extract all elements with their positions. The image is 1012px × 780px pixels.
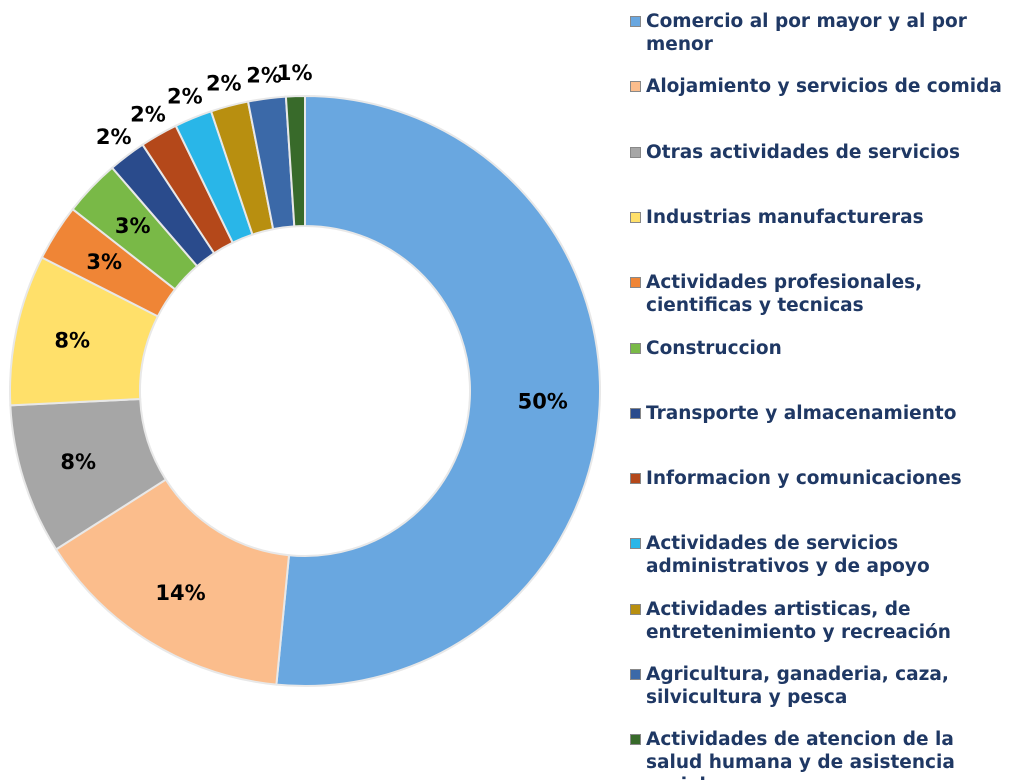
donut-area: 50%14%8%8%3%3%2%2%2%2% 2%1% [9,61,601,687]
legend-item: Agricultura, ganaderia, caza, silvicultu… [630,663,1005,709]
data-label: 1% [277,61,313,85]
legend-swatch [630,342,641,354]
data-label: 3% [86,250,122,274]
data-label: 2% [167,85,203,109]
legend-label: Industrias manufactureras [646,206,924,228]
legend-item: Otras actividades de servicios [630,141,1005,164]
legend-item: Actividades artisticas, de entretenimien… [630,598,1005,644]
legend-label: Actividades artisticas, de entretenimien… [646,598,951,643]
donut-slice [275,94,601,687]
data-label: 2% [206,72,242,96]
legend-swatch [630,603,641,615]
data-label: 3% [115,214,151,238]
donut-slice [284,94,306,228]
legend-swatch [630,407,641,419]
legend-label: Actividades de atencion de la salud huma… [646,729,955,780]
legend-item: Informacion y comunicaciones [630,467,1005,490]
legend-item: Actividades de servicios administrativos… [630,532,1005,578]
legend-label: Transporte y almacenamiento [646,402,957,424]
legend-swatch [630,81,641,93]
legend-item: Actividades de atencion de la salud huma… [630,728,1005,780]
legend-label: Otras actividades de servicios [646,141,960,163]
legend-item: Transporte y almacenamiento [630,402,1005,425]
legend-label: Alojamiento y servicios de comida [646,76,1002,98]
data-label: 8% [60,450,96,474]
legend-swatch [630,669,641,680]
legend-label: Agricultura, ganaderia, caza, silvicultu… [646,664,949,708]
data-label: 8% [54,328,90,352]
data-label: 2% [246,64,282,88]
legend-swatch [630,211,641,223]
legend-label: Construccion [646,337,782,359]
legend-label: Actividades profesionales, cientificas y… [646,272,923,317]
legend-item: Industrias manufactureras [630,206,1005,229]
data-label: 2% [96,125,132,149]
legend-label: Comercio al por mayor y al por menor [646,11,967,55]
legend-swatch [630,538,641,550]
legend-swatch [630,473,641,485]
legend-item: Construccion [630,337,1005,360]
legend-label: Informacion y comunicaciones [646,468,962,490]
legend-item: Actividades profesionales, cientificas y… [630,271,1005,317]
data-label: 50% [518,390,568,414]
data-label: 2% [130,103,166,127]
legend-label: Actividades de servicios administrativos… [646,533,930,578]
legend-item: Alojamiento y servicios de comida [630,75,1005,98]
donut-slice [54,478,291,686]
legend-swatch [630,146,641,158]
legend-item: Comercio al por mayor y al por menor [630,10,1005,56]
legend-swatch [630,277,641,289]
legend-swatch [630,16,641,27]
data-label: 14% [155,581,205,605]
legend-swatch [630,734,641,746]
